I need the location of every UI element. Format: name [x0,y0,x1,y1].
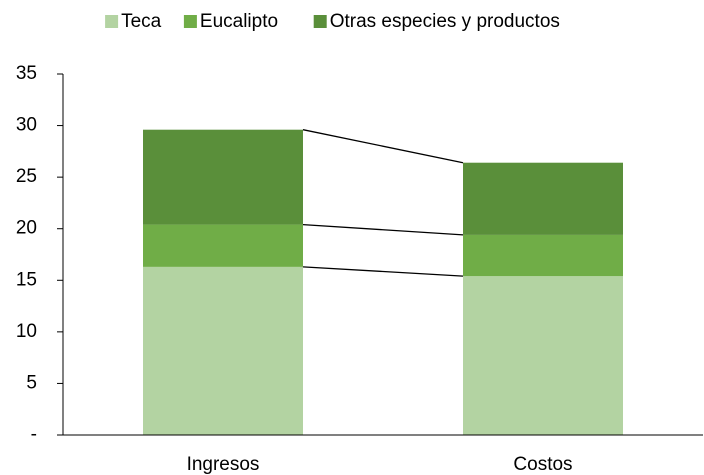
series-line [302,266,464,277]
x-tick-label: Costos [513,454,572,475]
y-tick-label: 10 [16,321,37,342]
legend-swatch [313,15,327,28]
bar-segment [463,162,623,235]
y-tick-label: 35 [16,63,37,84]
bar-segment [463,234,623,277]
bar-segment [143,266,303,435]
legend-label: Otras especies y productos [330,11,560,32]
bar-segment [463,276,623,435]
legend-swatch [105,15,119,28]
y-tick-label: 30 [16,115,37,136]
y-tick-label: 25 [16,166,37,187]
bar-segment [143,224,303,267]
series-line [302,223,464,236]
x-tick-label: Ingresos [187,454,260,475]
legend-label: Eucalipto [200,11,278,32]
y-tick-label: 15 [16,269,37,290]
bar-segment [143,129,303,225]
series-line [302,129,464,164]
y-tick-label: 20 [16,218,37,239]
y-tick-label: - [31,424,37,445]
legend-swatch [183,15,197,28]
y-tick-label: 5 [26,372,37,393]
legend-label: Teca [121,11,162,32]
